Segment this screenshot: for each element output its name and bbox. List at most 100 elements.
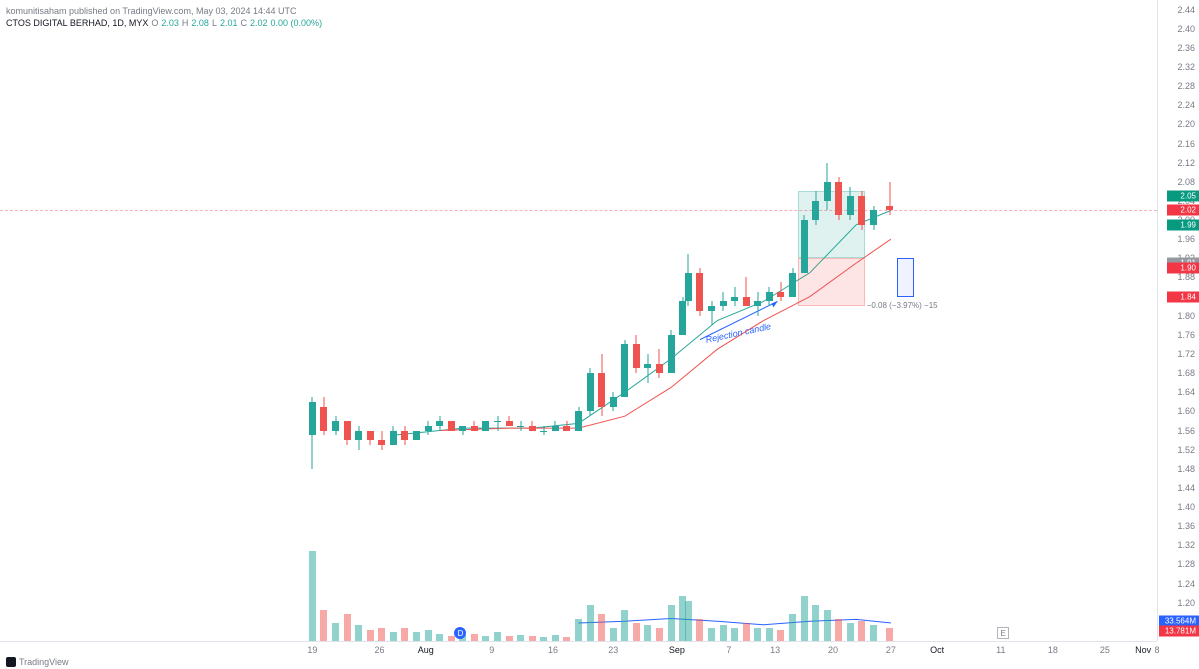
y-tick: 2.12 bbox=[1177, 158, 1195, 168]
x-tick: 27 bbox=[886, 645, 896, 655]
candle bbox=[621, 0, 628, 641]
volume-bar bbox=[743, 623, 750, 641]
candle bbox=[668, 0, 675, 641]
volume-bar bbox=[720, 625, 727, 641]
volume-bar bbox=[332, 623, 339, 641]
candle bbox=[720, 0, 727, 641]
y-tick: 1.40 bbox=[1177, 502, 1195, 512]
candle bbox=[436, 0, 443, 641]
x-tick: 23 bbox=[608, 645, 618, 655]
volume-bar bbox=[812, 605, 819, 641]
candle bbox=[378, 0, 385, 641]
y-tick: 1.96 bbox=[1177, 234, 1195, 244]
chart-area[interactable]: −0.08 (−3.97%) −15Rejection candleDE bbox=[0, 0, 1157, 641]
candle bbox=[563, 0, 570, 641]
candle bbox=[858, 0, 865, 641]
candle bbox=[471, 0, 478, 641]
x-tick: 13 bbox=[770, 645, 780, 655]
x-tick: Sep bbox=[669, 645, 685, 655]
footer: TradingView bbox=[6, 657, 69, 667]
candle bbox=[777, 0, 784, 641]
volume-bar bbox=[390, 632, 397, 641]
earnings-badge[interactable]: E bbox=[997, 627, 1009, 639]
candle bbox=[656, 0, 663, 641]
candle bbox=[685, 0, 692, 641]
candle bbox=[575, 0, 582, 641]
candle bbox=[743, 0, 750, 641]
volume-bar bbox=[835, 619, 842, 642]
measure-label: −0.08 (−3.97%) −15 bbox=[867, 301, 938, 310]
candle bbox=[886, 0, 893, 641]
volume-bar bbox=[309, 551, 316, 641]
y-tick: 2.28 bbox=[1177, 81, 1195, 91]
volume-bar bbox=[633, 623, 640, 641]
tradingview-logo-icon bbox=[6, 657, 16, 667]
volume-bar bbox=[789, 614, 796, 641]
y-tick: 1.24 bbox=[1177, 579, 1195, 589]
candle bbox=[801, 0, 808, 641]
candle bbox=[812, 0, 819, 641]
measure-box bbox=[897, 258, 914, 296]
volume-bar bbox=[685, 601, 692, 642]
y-axis[interactable]: 2.442.402.362.322.282.242.202.162.122.08… bbox=[1157, 0, 1199, 641]
vol-badge: 13.781M bbox=[1159, 626, 1199, 637]
candle bbox=[529, 0, 536, 641]
candle bbox=[835, 0, 842, 641]
y-tick: 2.20 bbox=[1177, 119, 1195, 129]
volume-bar bbox=[644, 625, 651, 641]
candle bbox=[320, 0, 327, 641]
x-tick: Aug bbox=[418, 645, 434, 655]
candle bbox=[847, 0, 854, 641]
y-tick: 1.80 bbox=[1177, 311, 1195, 321]
price-badge: 1.99 bbox=[1167, 219, 1199, 230]
y-tick: 1.52 bbox=[1177, 445, 1195, 455]
candle bbox=[587, 0, 594, 641]
y-tick: 1.76 bbox=[1177, 330, 1195, 340]
y-tick: 1.28 bbox=[1177, 559, 1195, 569]
volume-bar bbox=[598, 614, 605, 641]
y-tick: 1.64 bbox=[1177, 387, 1195, 397]
volume-bar bbox=[656, 628, 663, 642]
y-tick: 1.68 bbox=[1177, 368, 1195, 378]
x-tick: Oct bbox=[930, 645, 944, 655]
y-tick: 2.36 bbox=[1177, 43, 1195, 53]
volume-bar bbox=[494, 632, 501, 641]
volume-bar bbox=[401, 628, 408, 641]
candle bbox=[754, 0, 761, 641]
y-tick: 2.16 bbox=[1177, 139, 1195, 149]
y-tick: 1.20 bbox=[1177, 598, 1195, 608]
x-tick: 7 bbox=[726, 645, 731, 655]
x-tick: 11 bbox=[996, 645, 1005, 655]
x-tick: 20 bbox=[828, 645, 838, 655]
x-tick: Nov bbox=[1135, 645, 1151, 655]
volume-bar bbox=[471, 634, 478, 641]
candle bbox=[598, 0, 605, 641]
candle bbox=[355, 0, 362, 641]
price-badge: 2.02 bbox=[1167, 205, 1199, 216]
volume-bar bbox=[886, 628, 893, 642]
zone-box bbox=[798, 258, 865, 306]
candle bbox=[413, 0, 420, 641]
candle bbox=[633, 0, 640, 641]
candle bbox=[425, 0, 432, 641]
volume-bar bbox=[777, 630, 784, 641]
y-tick: 1.60 bbox=[1177, 406, 1195, 416]
volume-bar bbox=[367, 630, 374, 641]
candle bbox=[552, 0, 559, 641]
volume-bar bbox=[858, 621, 865, 641]
candle bbox=[610, 0, 617, 641]
candle bbox=[517, 0, 524, 641]
x-axis[interactable]: 1926Aug91623Sep7132027Oct111825Nov8 bbox=[0, 641, 1157, 657]
x-tick: 26 bbox=[374, 645, 384, 655]
candle bbox=[731, 0, 738, 641]
y-tick: 1.48 bbox=[1177, 464, 1195, 474]
volume-bar bbox=[847, 623, 854, 641]
volume-bar bbox=[344, 614, 351, 641]
y-tick: 2.08 bbox=[1177, 177, 1195, 187]
zone-box bbox=[798, 191, 865, 258]
volume-bar bbox=[696, 619, 703, 642]
x-tick: 25 bbox=[1100, 645, 1110, 655]
candle bbox=[448, 0, 455, 641]
candle bbox=[540, 0, 547, 641]
candle bbox=[644, 0, 651, 641]
